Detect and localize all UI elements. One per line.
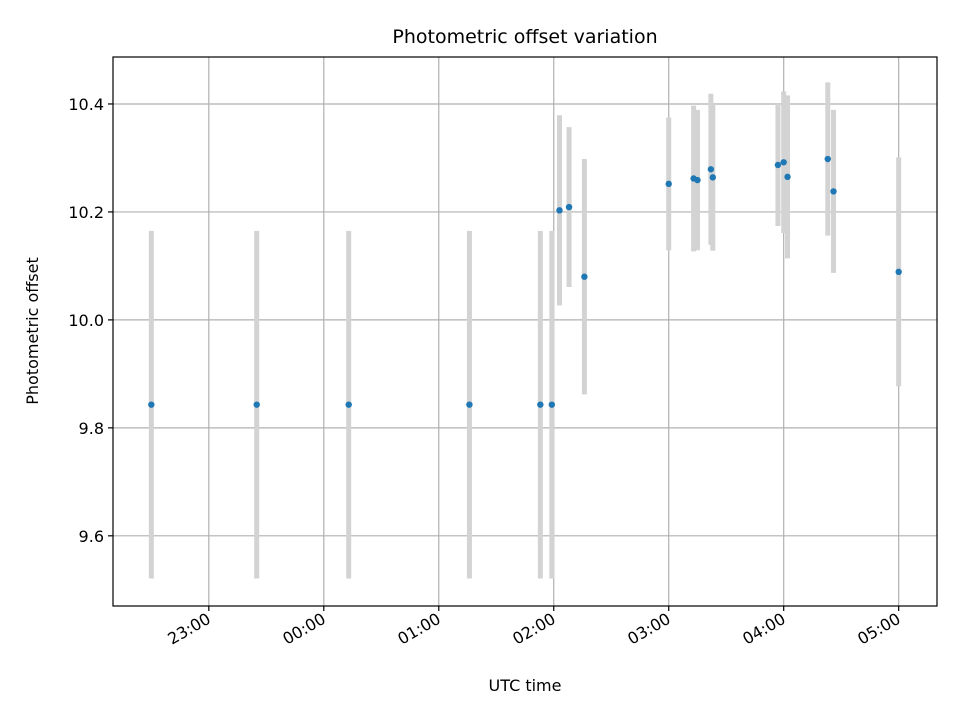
- data-point: [774, 161, 782, 169]
- data-point: [548, 401, 556, 408]
- y-tick-label: 9.6: [79, 527, 104, 546]
- data-point: [345, 401, 352, 408]
- data-point: [830, 188, 837, 195]
- data-point: [709, 174, 716, 181]
- y-tick-label: 10.4: [68, 95, 104, 114]
- data-point: [565, 203, 573, 211]
- data-point: [665, 180, 672, 188]
- chart-title: Photometric offset variation: [392, 26, 657, 48]
- data-point: [784, 173, 791, 181]
- y-axis-ticks: 9.6 9.8 10.0 10.2 10.4: [68, 95, 113, 546]
- data-point: [707, 166, 715, 173]
- y-axis-title: Photometric offset: [23, 257, 42, 405]
- x-axis-title: UTC time: [489, 676, 562, 695]
- data-point: [537, 401, 544, 408]
- data-point: [466, 401, 473, 408]
- data-points: [148, 155, 902, 408]
- y-tick-label: 10.0: [68, 311, 104, 330]
- data-point: [895, 268, 902, 276]
- data-point: [253, 401, 260, 408]
- plot-frame: [112, 56, 938, 607]
- y-tick-label: 9.8: [79, 419, 104, 438]
- data-point: [780, 159, 787, 166]
- data-point: [148, 401, 155, 408]
- data-point: [581, 273, 588, 280]
- data-point: [694, 176, 701, 184]
- y-tick-label: 10.2: [68, 203, 104, 222]
- data-point: [556, 207, 563, 214]
- data-point: [824, 155, 831, 163]
